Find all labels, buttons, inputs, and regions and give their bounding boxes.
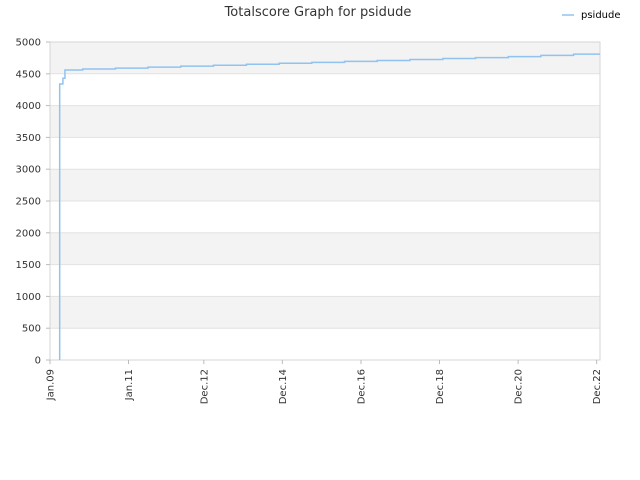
series-line-psidude [58,53,600,360]
y-tick-label: 1000 [16,292,41,303]
x-tick-label: Dec.18 [435,369,446,404]
x-tick-label: Dec.20 [514,369,525,404]
y-tick-label: 0 [35,356,41,367]
x-tick-label: Jan.09 [46,369,57,401]
x-axis: Jan.09 Jan.11 Dec.12 Dec.14 Dec.16 Dec.18 Dec.… [46,360,603,404]
chart-title: Totalscore Graph for psidude [224,5,412,20]
x-tick-label: Dec.16 [356,369,367,404]
y-tick-label: 1500 [16,260,41,271]
plot-band [50,201,600,233]
plot-band [50,328,600,360]
plot-band [50,169,600,201]
y-tick-label: 3000 [16,165,41,176]
series-layer [58,53,600,360]
y-axis: 0 500 1000 1500 2000 2500 3000 3500 4000 4500 5000 [16,38,50,367]
y-tick-label: 2500 [16,197,41,208]
y-tick-label: 4500 [16,69,41,80]
plot-band [50,232,600,265]
y-tick-label: 2000 [16,228,41,239]
plot-band [50,264,600,297]
y-tick-label: 5000 [16,38,41,49]
plot-band [50,73,600,106]
plot-band [50,105,600,138]
legend-label-psidude: psidude [581,10,621,21]
plot-band [50,137,600,170]
y-tick-label: 500 [22,324,41,335]
x-tick-label: Jan.11 [124,369,135,401]
y-tick-label: 3500 [16,133,41,144]
x-tick-label: Dec.12 [199,369,210,404]
x-tick-label: Dec.22 [592,369,603,404]
plot-band [50,296,600,329]
x-tick-label: Dec.14 [278,369,289,404]
plot-band [50,42,600,74]
legend: psidude [562,10,621,21]
y-tick-label: 4000 [16,101,41,112]
